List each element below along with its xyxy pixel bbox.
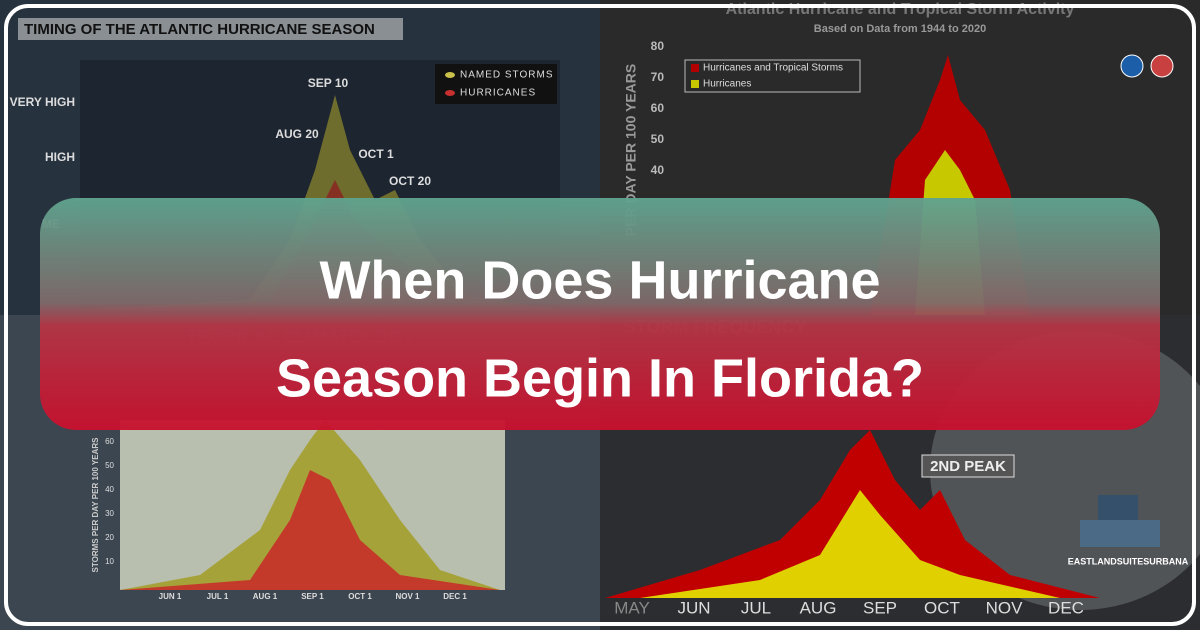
- title-bar: [18, 18, 403, 40]
- x-label: JUL 1: [207, 592, 229, 601]
- y-label: 60: [651, 101, 665, 115]
- y-label: 80: [651, 39, 665, 53]
- x-label: SEP: [863, 598, 897, 617]
- annotation: OCT 20: [389, 174, 431, 188]
- legend-label: Hurricanes: [703, 79, 751, 90]
- legend-label: HURRICANES: [460, 88, 536, 99]
- y-label: 50: [651, 132, 665, 146]
- x-label: JUN 1: [159, 592, 182, 601]
- x-label: OCT: [924, 598, 960, 617]
- legend-swatch: [691, 80, 699, 88]
- noaa-logo: [1120, 54, 1144, 78]
- legend-swatch: [445, 72, 455, 78]
- y-label: 40: [105, 485, 114, 494]
- legend-swatch: [445, 90, 455, 96]
- y-label: 20: [105, 533, 114, 542]
- panel-title: TIMING OF THE ATLANTIC HURRICANE SEASON: [24, 21, 375, 38]
- annotation: OCT 1: [358, 147, 394, 161]
- x-label: NOV: [986, 598, 1024, 617]
- hurricanes-area: [640, 490, 1060, 598]
- panel-title: Atlantic Hurricane and Tropical Storm Ac…: [726, 1, 1075, 18]
- y-label: 70: [651, 70, 665, 84]
- x-label: SEP 1: [301, 592, 324, 601]
- y-label: 10: [105, 557, 114, 566]
- nws-logo: [1150, 54, 1174, 78]
- x-label: JUN: [677, 598, 710, 617]
- x-label: MAY: [614, 598, 650, 617]
- y-label: 60: [105, 437, 114, 446]
- y-label: VERY HIGH: [10, 95, 75, 109]
- hurricanes-area: [120, 470, 500, 590]
- x-label: AUG 1: [253, 592, 278, 601]
- y-label: 40: [651, 163, 665, 177]
- annotation: AUG 20: [275, 127, 319, 141]
- legend-box: [435, 64, 557, 104]
- x-label: OCT 1: [348, 592, 372, 601]
- legend-box: [684, 59, 861, 93]
- x-label: NOV 1: [395, 592, 420, 601]
- frame: [4, 4, 1196, 626]
- banner-title: Season Begin In Florida?: [276, 348, 924, 408]
- y-label: 30: [105, 509, 114, 518]
- y-axis-label: PER DAY PER 100 YEARS: [623, 64, 639, 237]
- x-label: DEC 1: [443, 592, 467, 601]
- annotation: 2ND PEAK: [930, 458, 1006, 475]
- banner: [40, 198, 1160, 430]
- y-axis-label: STORMS PER DAY PER 100 YEARS: [91, 437, 100, 573]
- logo-text: EASTLANDSUITESURBANA: [1068, 556, 1189, 566]
- x-label: JUL: [741, 598, 771, 617]
- logo-building: [1080, 520, 1160, 547]
- annotation: SEP 10: [308, 76, 349, 90]
- x-label: AUG: [800, 598, 837, 617]
- legend-label: NAMED STORMS: [460, 70, 554, 81]
- legend-label: Hurricanes and Tropical Storms: [703, 63, 843, 74]
- logo: [1080, 495, 1160, 547]
- banner-title: When Does Hurricane: [319, 250, 880, 310]
- y-label: HIGH: [45, 150, 75, 164]
- legend-swatch: [691, 64, 699, 72]
- y-label: 50: [105, 461, 114, 470]
- x-label: DEC: [1048, 598, 1084, 617]
- panel-subtitle: Based on Data from 1944 to 2020: [814, 23, 986, 35]
- annotation-box: [921, 454, 1015, 478]
